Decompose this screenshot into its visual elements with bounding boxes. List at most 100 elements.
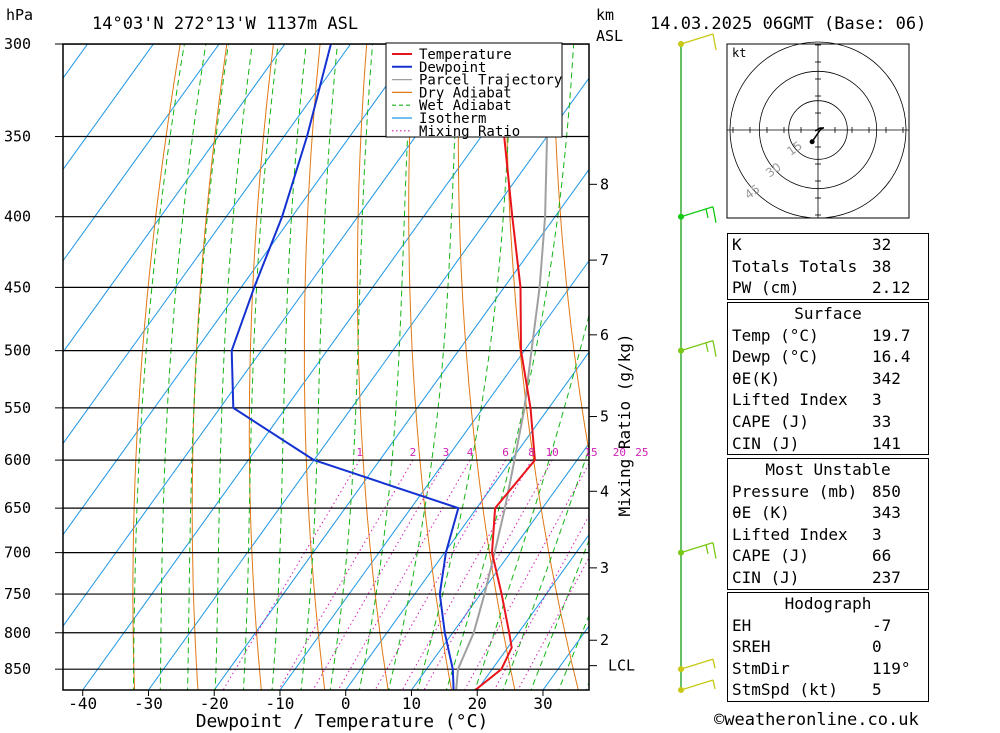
pressure-tick-label: 550 bbox=[4, 399, 31, 417]
index-row-totals: Totals Totals 38 bbox=[728, 256, 928, 278]
pressure-tick-label: 650 bbox=[4, 499, 31, 517]
location-title: 14°03'N 272°13'W 1137m ASL bbox=[92, 14, 358, 34]
dry-adiabat-line bbox=[303, 44, 326, 690]
km-tick-label: 6 bbox=[600, 326, 609, 344]
surface-row: Lifted Index 3 bbox=[728, 389, 928, 411]
index-label: PW (cm) bbox=[732, 278, 800, 298]
mixing-ratio-label: 1 bbox=[356, 446, 363, 459]
wet-adiabat-line bbox=[329, 44, 374, 690]
wet-adiabat-line bbox=[417, 44, 514, 690]
surface-row: Temp (°C) 19.7 bbox=[728, 325, 928, 347]
index-value: 2.12 bbox=[872, 278, 911, 298]
km-tick-label: 4 bbox=[600, 482, 609, 500]
km-tick-label: 2 bbox=[600, 631, 609, 649]
mixing-ratio-line bbox=[401, 459, 532, 690]
mixing-ratio-label: 15 bbox=[584, 446, 597, 459]
pressure-tick-label: 300 bbox=[4, 35, 31, 53]
mu-row: Lifted Index 3 bbox=[728, 524, 928, 546]
surface-panel: Surface Temp (°C) 19.7 Dewp (°C) 16.4 θE(K… bbox=[727, 302, 929, 456]
dry-adiabat-lines bbox=[132, 0, 1000, 704]
temperature-tick-label: -20 bbox=[200, 694, 229, 713]
chart-header: hPa 14°03'N 272°13'W 1137m ASL km ASL 14… bbox=[6, 6, 926, 45]
datetime-title: 14.03.2025 06GMT (Base: 06) bbox=[650, 14, 926, 34]
hodo-label: EH bbox=[732, 615, 752, 635]
mu-label: θE (K) bbox=[732, 503, 790, 523]
wet-adiabat-line bbox=[388, 44, 460, 690]
mu-row: CIN (J) 237 bbox=[728, 567, 928, 589]
wind-barb-shaft bbox=[680, 679, 714, 691]
mixing-ratio-label: 20 bbox=[613, 446, 626, 459]
mixing-ratio-line bbox=[517, 556, 589, 690]
mixing-ratio-label: 25 bbox=[635, 446, 648, 459]
isotherm-line bbox=[63, 44, 220, 262]
dry-adiabat-line bbox=[191, 44, 228, 690]
pressure-grid-lines bbox=[63, 44, 589, 670]
hodograph-stats-title: Hodograph bbox=[728, 592, 928, 615]
copyright-text[interactable]: ©weatheronline.co.uk bbox=[714, 710, 919, 730]
hodo-value: 119° bbox=[872, 658, 911, 678]
wet-adiabat-line bbox=[358, 44, 414, 690]
isotherm-line bbox=[411, 442, 589, 690]
surface-value: 33 bbox=[872, 411, 892, 431]
mixing-ratio-line bbox=[423, 459, 553, 690]
legend-box bbox=[385, 42, 563, 138]
temperature-tick-label: -40 bbox=[68, 694, 97, 713]
height-km-axis: 8 7 6 5 4 3 2 LCL bbox=[589, 175, 635, 675]
isotherm-line bbox=[213, 168, 589, 690]
wind-barb-full bbox=[712, 542, 717, 559]
mixing-ratio-lines bbox=[222, 459, 589, 690]
mixing-ratio-line bbox=[278, 459, 414, 690]
wet-adiabat-line bbox=[132, 44, 185, 690]
surface-label: CIN (J) bbox=[732, 433, 800, 453]
isotherm-line bbox=[63, 44, 418, 536]
hodograph-end-dot bbox=[809, 139, 815, 145]
index-label: Totals Totals bbox=[732, 256, 858, 276]
surface-value: 16.4 bbox=[872, 347, 911, 367]
mixing-ratio-label: 2 bbox=[410, 446, 417, 459]
legend-label: Dewpoint bbox=[419, 60, 486, 76]
surface-value: 3 bbox=[872, 390, 882, 410]
wind-barb-half bbox=[712, 679, 716, 690]
wind-barb-full bbox=[712, 206, 717, 223]
mu-value: 66 bbox=[872, 546, 892, 566]
pressure-tick-label: 600 bbox=[4, 451, 31, 469]
pressure-tick-label: 750 bbox=[4, 585, 31, 603]
mixing-ratio-line bbox=[374, 459, 506, 690]
mixing-ratio-line bbox=[337, 459, 471, 690]
surface-title: Surface bbox=[728, 302, 928, 325]
wet-adiabat-line bbox=[530, 538, 589, 690]
mu-row: Pressure (mb) 850 bbox=[728, 481, 928, 503]
temperature-tick-label: 30 bbox=[533, 694, 552, 713]
wind-barb-shaft bbox=[680, 206, 714, 218]
mixing-ratio-line bbox=[312, 459, 447, 690]
wet-adiabat-line bbox=[300, 44, 338, 690]
isotherm-line bbox=[345, 351, 589, 690]
isotherm-line bbox=[63, 44, 352, 445]
mixing-ratio-label: 4 bbox=[467, 446, 474, 459]
wet-adiabat-line bbox=[214, 44, 253, 690]
mixing-ratio-labels: 1 2 3 4 6 8 10 15 20 25 bbox=[356, 446, 648, 459]
index-row-pw: PW (cm) 2.12 bbox=[728, 277, 928, 299]
dry-adiabat-line bbox=[996, 0, 1000, 704]
wind-profile bbox=[678, 33, 717, 693]
surface-value: 342 bbox=[872, 368, 901, 388]
hodograph-trace bbox=[811, 126, 825, 143]
pressure-unit-label: hPa bbox=[6, 6, 33, 24]
hodo-value: -7 bbox=[872, 615, 892, 635]
mu-value: 850 bbox=[872, 481, 901, 501]
km-label: km bbox=[596, 6, 614, 24]
hodo-row: StmDir 119° bbox=[728, 658, 928, 680]
hodo-label: SREH bbox=[732, 637, 771, 657]
wind-barb-half bbox=[705, 544, 709, 554]
mu-value: 237 bbox=[872, 567, 901, 587]
hodo-row: StmSpd (kt) 5 bbox=[728, 679, 928, 701]
index-label: K bbox=[732, 235, 742, 254]
legend-label: Parcel Trajectory bbox=[419, 73, 562, 89]
surface-row: Dewp (°C) 16.4 bbox=[728, 346, 928, 368]
series-temperature-line bbox=[474, 44, 536, 690]
legend-label: Isotherm bbox=[419, 111, 486, 127]
hodograph-unit-label: kt bbox=[732, 46, 746, 60]
mu-label: CIN (J) bbox=[732, 567, 800, 587]
wind-barb-half bbox=[705, 208, 709, 219]
mu-label: Pressure (mb) bbox=[732, 481, 858, 501]
